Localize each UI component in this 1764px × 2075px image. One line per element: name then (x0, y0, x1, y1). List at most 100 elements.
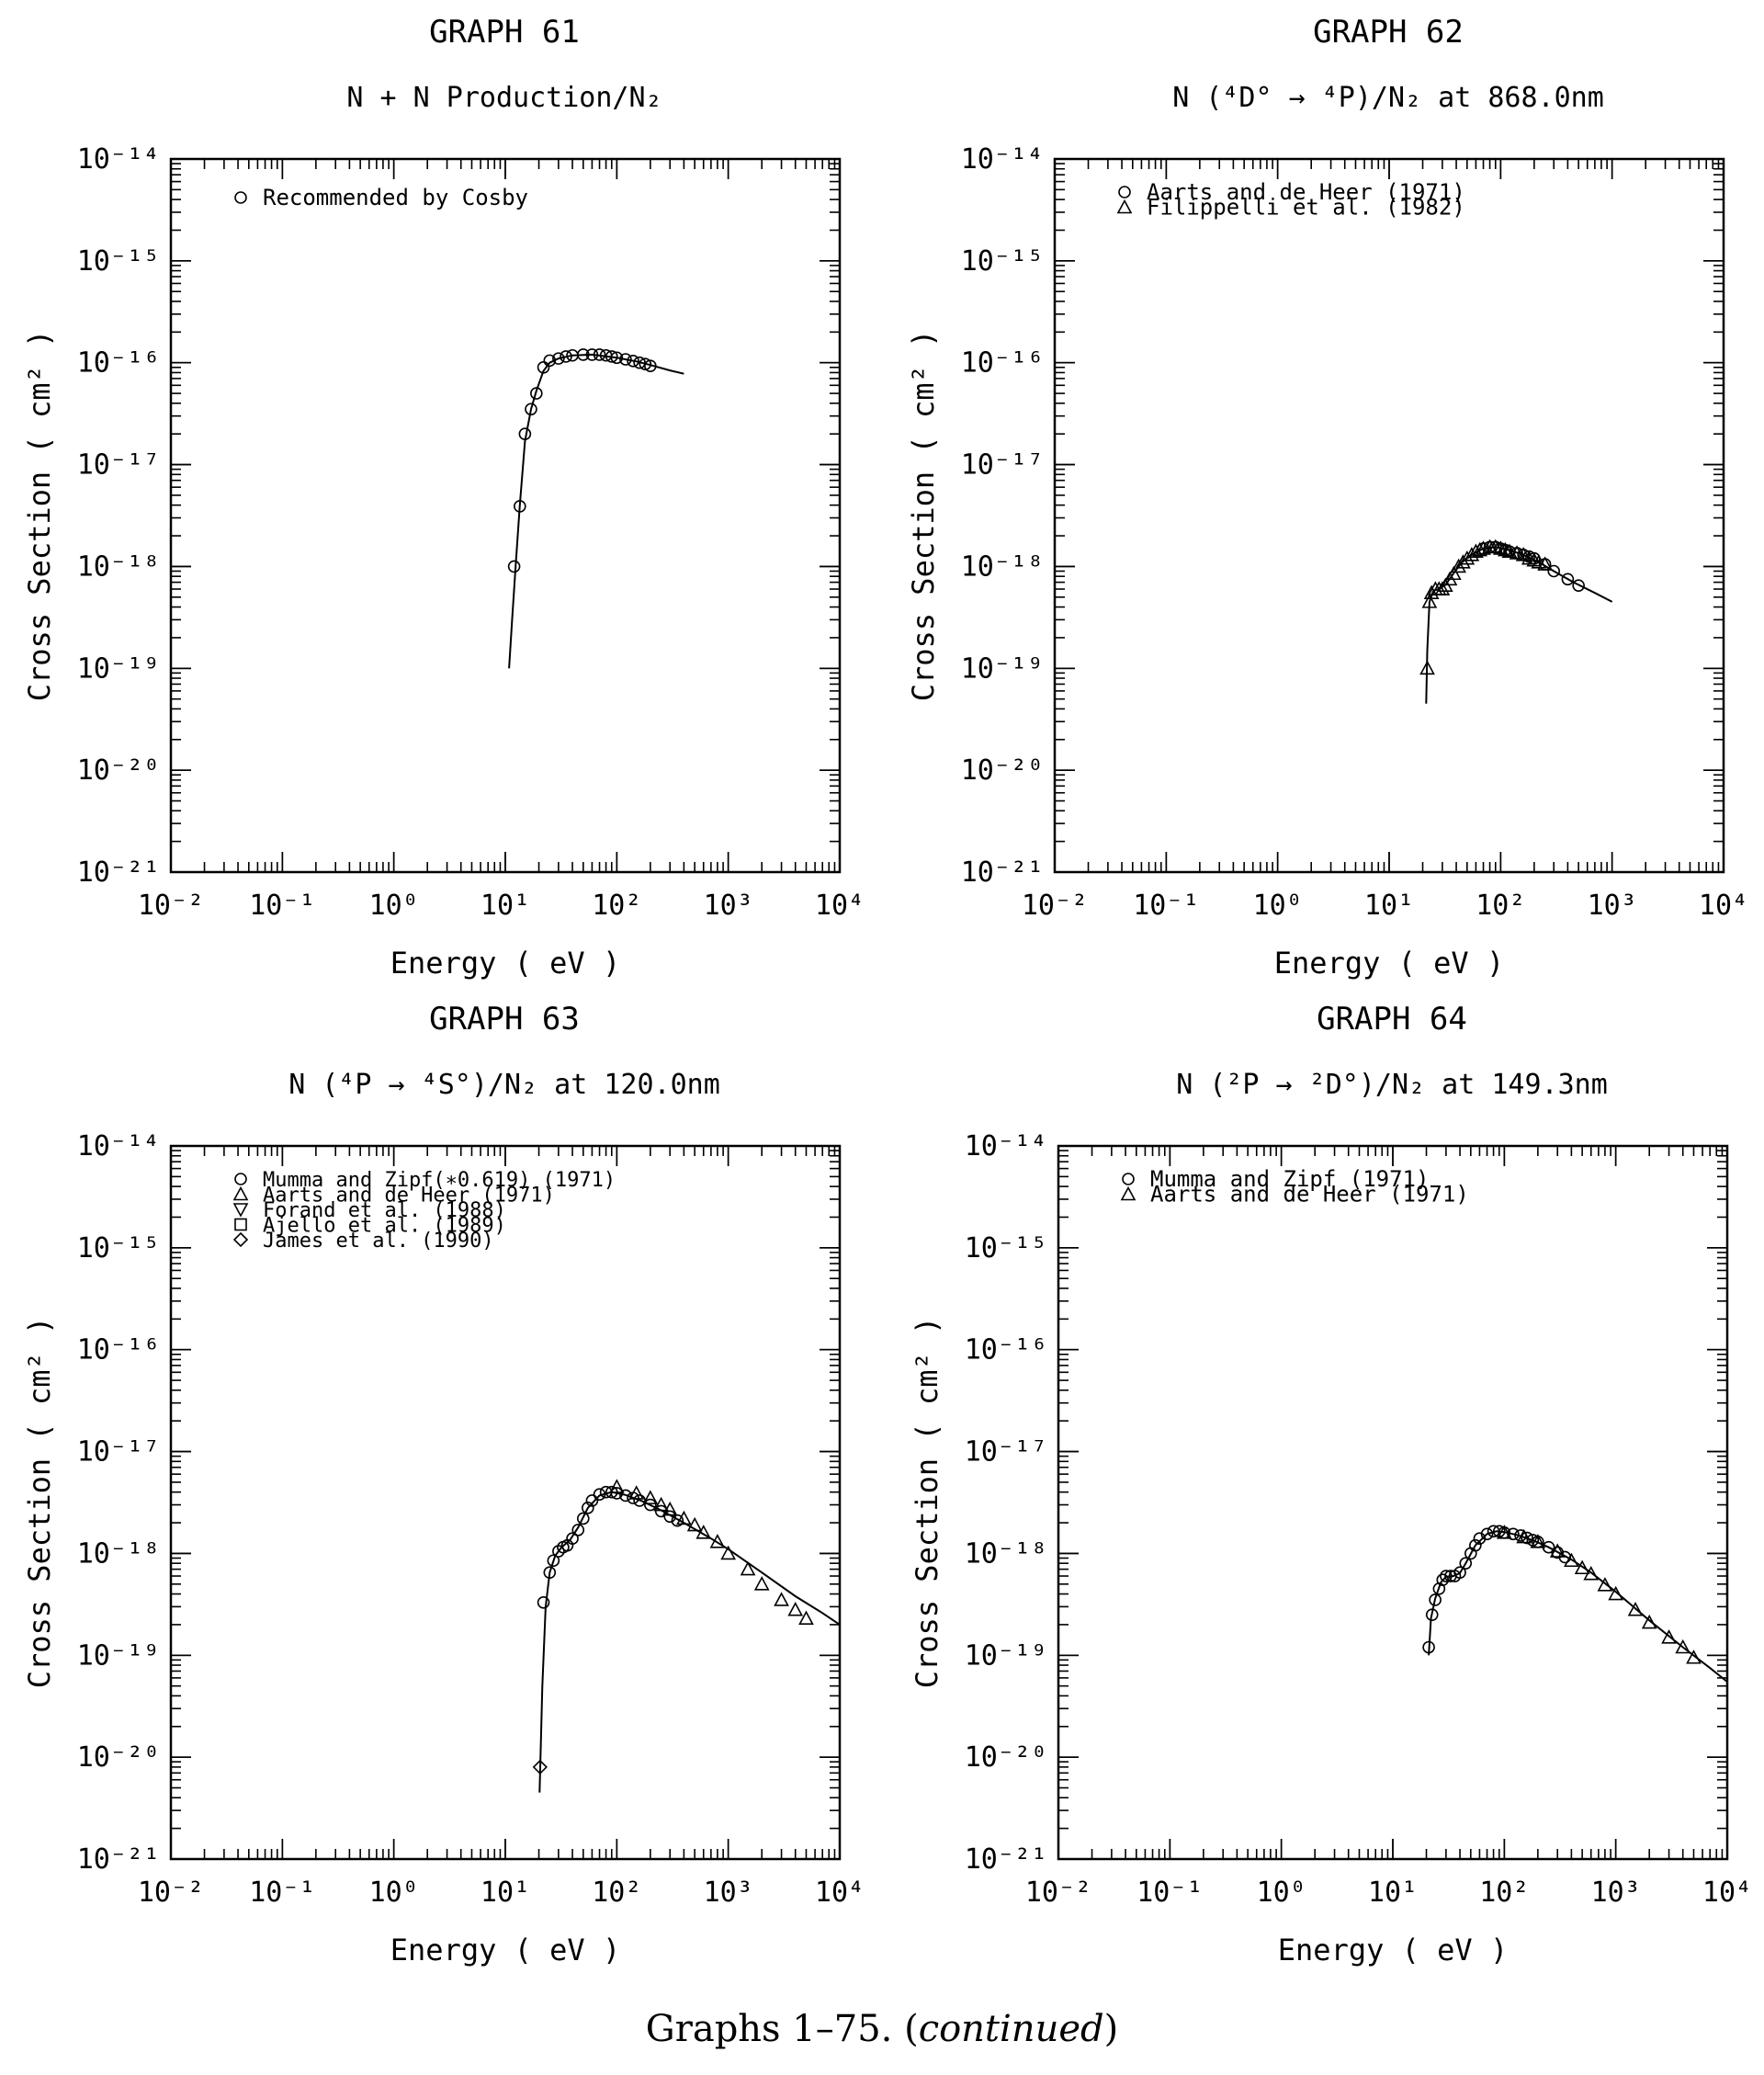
series-5 (532, 1759, 548, 1775)
y-tick-label: 10⁻¹⁹ (961, 652, 1044, 685)
legend-marker (1122, 1173, 1135, 1185)
y-tick-label: 10⁻¹⁷ (965, 1436, 1047, 1468)
y-tick-label: 10⁻²¹ (965, 1843, 1047, 1876)
legend-marker (232, 1185, 249, 1201)
legend-marker (234, 1173, 247, 1185)
caption-text: Graphs 1–75. (645, 2008, 893, 2050)
data-point (1574, 1559, 1590, 1575)
data-point (695, 1525, 712, 1539)
x-tick-label: 10³ (704, 1877, 753, 1909)
data-point (1423, 584, 1440, 600)
legend-entry: James et al. (1990) (263, 1230, 494, 1253)
data-point (547, 1554, 560, 1568)
data-point (1583, 1565, 1600, 1581)
data-point (1564, 1552, 1579, 1568)
x-tick-label: 10¹ (481, 1877, 530, 1909)
series-2 (1496, 1525, 1702, 1664)
x-tick-label: 10⁻¹ (249, 1877, 315, 1909)
data-point (1480, 1527, 1494, 1541)
legend-entry: Recommended by Cosby (263, 185, 528, 210)
x-tick-label: 10² (1479, 1877, 1529, 1909)
data-point (560, 350, 572, 363)
data-point (507, 560, 521, 573)
x-tick-label: 10⁴ (815, 890, 865, 922)
x-tick-label: 10¹ (1364, 890, 1414, 922)
data-point (1422, 1640, 1435, 1654)
data-point (1459, 550, 1476, 565)
y-tick-label: 10⁻¹⁴ (961, 143, 1044, 176)
data-point (582, 1502, 594, 1514)
data-point (662, 1501, 678, 1516)
x-tick-label: 10² (592, 890, 641, 922)
y-tick-label: 10⁻¹⁴ (77, 143, 160, 176)
y-tick-label: 10⁻¹⁵ (965, 1232, 1047, 1264)
y-tick-label: 10⁻²¹ (77, 1843, 160, 1876)
legend-marker (1120, 1185, 1136, 1201)
y-tick-label: 10⁻¹⁷ (961, 449, 1044, 482)
data-point (1516, 1528, 1532, 1544)
data-point (676, 1510, 692, 1525)
x-tick-label: 10⁻¹ (1133, 890, 1199, 922)
x-tick-label: 10⁻¹ (1136, 1877, 1203, 1909)
data-point (1515, 547, 1532, 561)
data-point (585, 348, 599, 361)
data-point (1429, 1593, 1442, 1606)
legend-marker (232, 1231, 249, 1248)
data-point (566, 1532, 579, 1546)
data-point (1549, 1543, 1566, 1558)
x-tick-label: 10¹ (1368, 1877, 1418, 1909)
chart-title: N + N Production/N₂ (346, 82, 662, 114)
y-tick-label: 10⁻¹⁹ (965, 1639, 1047, 1672)
x-tick-label: 10⁻² (1022, 890, 1088, 922)
legend-entry: Aarts and de Heer (1971) (263, 1185, 555, 1208)
x-tick-label: 10⁰ (369, 1877, 419, 1909)
data-point (709, 1534, 726, 1548)
data-point (1531, 554, 1547, 569)
data-point (1509, 545, 1525, 560)
legend-entry: Aarts and de Heer (1971) (1150, 1182, 1469, 1208)
data-point (1455, 554, 1471, 569)
legend-marker (232, 1203, 249, 1218)
y-axis-label: Cross Section ( cm² ) (910, 1317, 944, 1689)
data-point (1440, 1570, 1453, 1582)
data-point (1675, 1638, 1691, 1654)
graph-label: GRAPH 62 (1313, 14, 1464, 51)
y-tick-label: 10⁻¹⁸ (77, 1537, 160, 1570)
data-point (1530, 1534, 1546, 1548)
data-point (1661, 1629, 1677, 1644)
data-point (1521, 1531, 1533, 1545)
data-point (1459, 1557, 1473, 1570)
series-1 (537, 1485, 684, 1609)
data-point (1451, 558, 1466, 573)
x-tick-label: 10⁻² (1025, 1877, 1091, 1909)
data-point (1436, 1573, 1450, 1587)
data-point (619, 353, 632, 366)
data-point (1464, 547, 1480, 561)
data-point (577, 348, 590, 361)
data-point (1421, 594, 1438, 608)
y-tick-label: 10⁻¹⁴ (965, 1130, 1047, 1162)
data-point (720, 1545, 737, 1560)
data-point (532, 1759, 548, 1775)
data-point (1453, 1566, 1466, 1579)
series-2 (608, 1479, 814, 1625)
chart-title: N (⁴P → ⁴S°)/N₂ at 120.0nm (288, 1069, 720, 1101)
data-point (1434, 581, 1451, 595)
x-tick-label: 10⁻² (138, 890, 204, 922)
data-point (671, 1514, 684, 1527)
data-point (1561, 573, 1575, 586)
y-tick-label: 10⁻²⁰ (961, 754, 1044, 787)
data-point (774, 1592, 789, 1606)
y-tick-label: 10⁻²¹ (77, 856, 160, 889)
legend-marker (1116, 198, 1133, 214)
graph-label: GRAPH 64 (1317, 1001, 1467, 1038)
y-tick-label: 10⁻²⁰ (77, 754, 160, 787)
y-tick-label: 10⁻¹⁸ (77, 550, 160, 583)
data-point (1498, 541, 1513, 557)
caption-emphasis: continued (918, 2008, 1104, 2050)
data-point (518, 427, 532, 441)
data-point (543, 354, 557, 368)
y-tick-label: 10⁻¹⁵ (77, 1232, 160, 1264)
